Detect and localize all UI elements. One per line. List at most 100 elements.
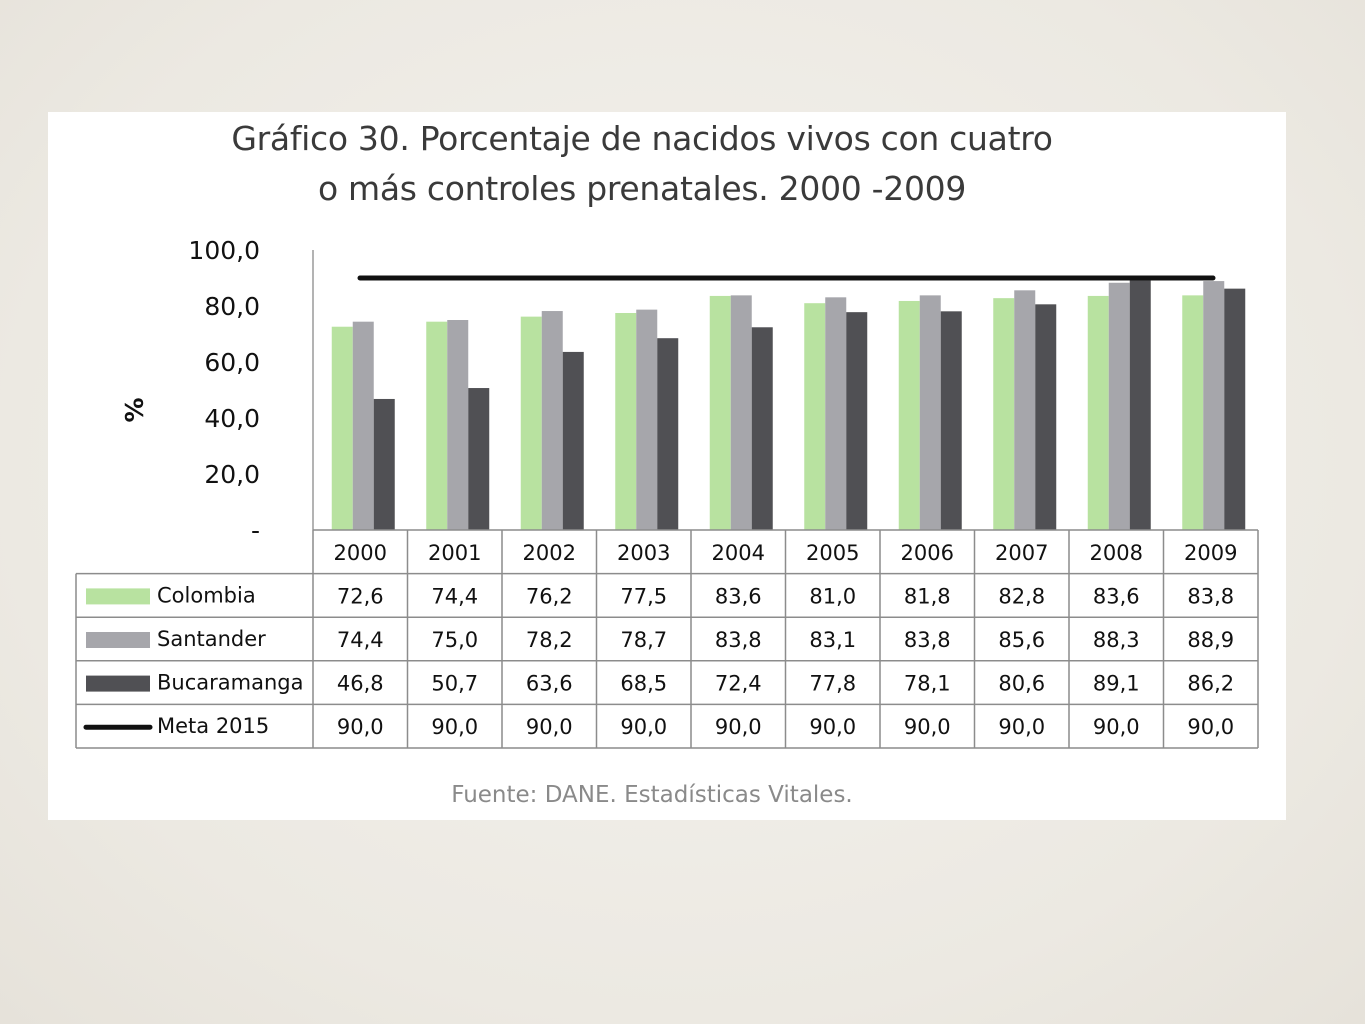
bar-santander-2005 xyxy=(825,297,847,530)
data-label: 83,6 xyxy=(1093,584,1140,608)
y-tick-label: 20,0 xyxy=(204,460,260,489)
data-label: 74,4 xyxy=(337,628,384,652)
bar-santander-2006 xyxy=(919,295,941,530)
bar-santander-2002 xyxy=(541,311,563,530)
data-label: 90,0 xyxy=(715,715,762,739)
data-label: 46,8 xyxy=(337,672,384,696)
x-tick-label: 2008 xyxy=(1090,541,1143,565)
data-label: 83,1 xyxy=(809,628,856,652)
data-label: 90,0 xyxy=(1093,715,1140,739)
data-label: 90,0 xyxy=(431,715,478,739)
source-note: Fuente: DANE. Estadísticas Vitales. xyxy=(48,782,1286,808)
data-label: 90,0 xyxy=(904,715,951,739)
data-label: 90,0 xyxy=(809,715,856,739)
x-tick-label: 2007 xyxy=(995,541,1048,565)
data-label: 90,0 xyxy=(620,715,667,739)
x-tick-label: 2003 xyxy=(617,541,670,565)
data-label: 77,8 xyxy=(809,672,856,696)
data-label: 90,0 xyxy=(526,715,573,739)
data-label: 72,6 xyxy=(337,584,384,608)
bar-colombia-2008 xyxy=(1087,295,1109,530)
bar-bucaramanga-2003 xyxy=(657,338,679,530)
data-label: 83,8 xyxy=(904,628,951,652)
bar-santander-2000 xyxy=(352,321,374,530)
bar-colombia-2001 xyxy=(426,321,448,530)
data-label: 77,5 xyxy=(620,584,667,608)
bar-bucaramanga-2002 xyxy=(562,351,584,530)
data-label: 74,4 xyxy=(431,584,478,608)
data-label: 78,2 xyxy=(526,628,573,652)
bar-colombia-2006 xyxy=(898,300,920,530)
bar-santander-2001 xyxy=(447,320,469,530)
data-label: 81,0 xyxy=(809,584,856,608)
bar-colombia-2004 xyxy=(709,295,731,530)
bar-bucaramanga-2007 xyxy=(1035,304,1057,530)
data-label: 63,6 xyxy=(526,672,573,696)
data-label: 88,9 xyxy=(1187,628,1234,652)
data-label: 82,8 xyxy=(998,584,1045,608)
chart-title-line-2: o más controles prenatales. 2000 -2009 xyxy=(317,169,967,208)
data-label: 78,1 xyxy=(904,672,951,696)
data-label: 83,8 xyxy=(1187,584,1234,608)
data-label: 86,2 xyxy=(1187,672,1234,696)
y-tick-label: 40,0 xyxy=(204,404,260,433)
data-label: 85,6 xyxy=(998,628,1045,652)
bar-colombia-2000 xyxy=(331,326,353,530)
y-tick-label: 60,0 xyxy=(204,348,260,377)
bar-santander-2007 xyxy=(1014,290,1036,530)
y-tick-label: - xyxy=(251,516,260,545)
y-tick-label: 100,0 xyxy=(188,236,260,265)
bar-bucaramanga-2001 xyxy=(468,388,490,530)
bar-colombia-2005 xyxy=(804,303,826,530)
legend-key-bucaramanga xyxy=(86,675,150,692)
chart-title-line-1: Gráfico 30. Porcentaje de nacidos vivos … xyxy=(231,119,1053,158)
chart-title: Gráfico 30. Porcentaje de nacidos vivos … xyxy=(48,114,1286,214)
bar-colombia-2003 xyxy=(615,313,637,530)
data-label: 88,3 xyxy=(1093,628,1140,652)
x-tick-label: 2002 xyxy=(523,541,576,565)
bar-bucaramanga-2005 xyxy=(846,312,868,530)
legend-label: Meta 2015 xyxy=(157,714,269,738)
bar-colombia-2007 xyxy=(993,298,1015,530)
bar-santander-2004 xyxy=(730,295,752,530)
y-axis-label: % xyxy=(120,397,149,422)
data-label: 50,7 xyxy=(431,672,478,696)
data-label: 75,0 xyxy=(431,628,478,652)
source-text: Fuente: DANE. Estadísticas Vitales. xyxy=(451,782,853,808)
x-tick-label: 2009 xyxy=(1184,541,1237,565)
bar-bucaramanga-2000 xyxy=(373,398,395,530)
y-tick-label: 80,0 xyxy=(204,292,260,321)
data-label: 76,2 xyxy=(526,584,573,608)
data-label: 80,6 xyxy=(998,672,1045,696)
data-label: 90,0 xyxy=(1187,715,1234,739)
data-label: 83,6 xyxy=(715,584,762,608)
x-tick-label: 2006 xyxy=(901,541,954,565)
data-label: 83,8 xyxy=(715,628,762,652)
bar-bucaramanga-2004 xyxy=(751,327,773,530)
x-tick-label: 2001 xyxy=(428,541,481,565)
bar-bucaramanga-2009 xyxy=(1224,288,1246,530)
data-label: 81,8 xyxy=(904,584,951,608)
x-tick-label: 2005 xyxy=(806,541,859,565)
data-label: 78,7 xyxy=(620,628,667,652)
bar-colombia-2002 xyxy=(520,316,542,530)
x-tick-label: 2000 xyxy=(334,541,387,565)
data-label: 89,1 xyxy=(1093,672,1140,696)
bar-bucaramanga-2006 xyxy=(940,311,962,530)
legend-label: Bucaramanga xyxy=(157,671,303,695)
legend-key-colombia xyxy=(86,588,150,605)
legend-label: Colombia xyxy=(157,583,256,607)
data-label: 90,0 xyxy=(337,715,384,739)
legend-key-santander xyxy=(86,632,150,648)
x-tick-label: 2004 xyxy=(712,541,765,565)
bar-santander-2008 xyxy=(1108,282,1130,530)
bar-colombia-2009 xyxy=(1182,295,1204,530)
bar-santander-2009 xyxy=(1203,281,1225,530)
legend-label: Santander xyxy=(157,627,266,651)
data-label: 90,0 xyxy=(998,715,1045,739)
data-label: 68,5 xyxy=(620,672,667,696)
bar-santander-2003 xyxy=(636,309,658,530)
data-label: 72,4 xyxy=(715,672,762,696)
bar-bucaramanga-2008 xyxy=(1129,280,1151,530)
